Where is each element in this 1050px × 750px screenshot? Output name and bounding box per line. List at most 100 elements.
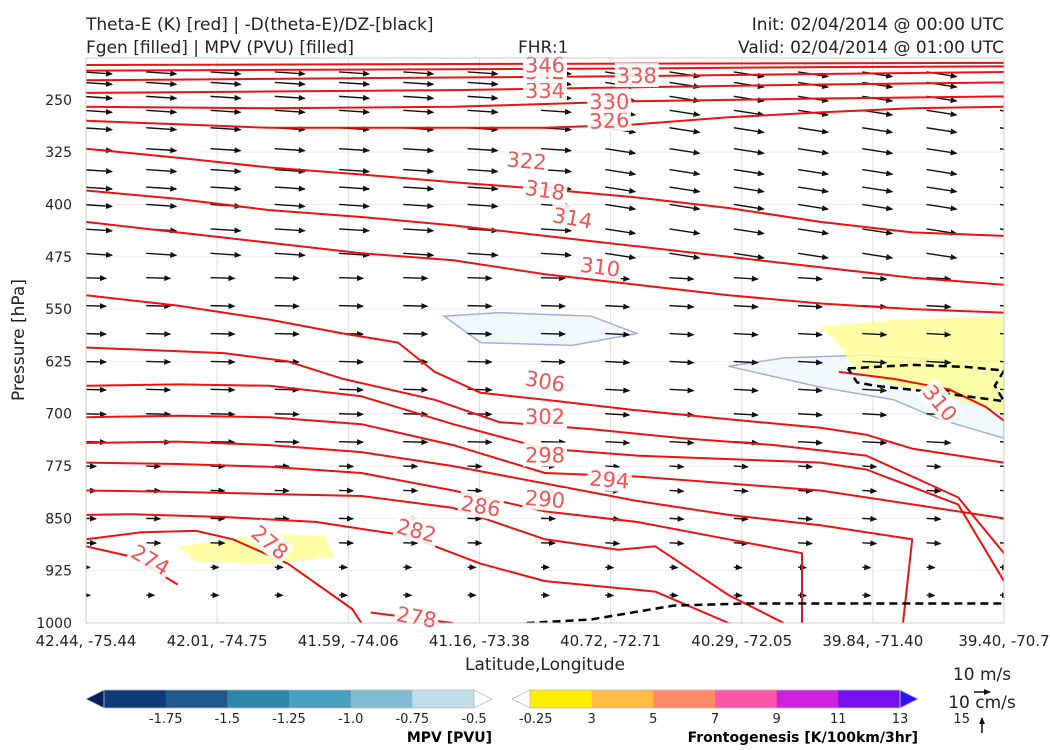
plot-frame [85, 57, 1005, 624]
contour-label-bg [576, 251, 624, 282]
wind-arrow [274, 227, 306, 234]
wind-arrow [926, 147, 958, 156]
wind-arrow [210, 126, 242, 133]
wind-arrow [733, 303, 759, 310]
contour-label-bg [125, 537, 176, 581]
wind-arrow [733, 109, 765, 118]
colorbar-swatch [715, 690, 778, 708]
contour-label-bg [521, 365, 569, 397]
stability-contour [526, 602, 1004, 623]
y-tick-label: 250 [45, 93, 72, 109]
wind-arrow [274, 251, 306, 258]
wind-arrow [733, 515, 749, 522]
wind-arrow [274, 108, 306, 115]
wind-arrow [733, 411, 759, 418]
wind-arrow [210, 108, 242, 115]
wind-arrow [403, 203, 435, 210]
contour-label-bg [917, 378, 964, 428]
wind-arrow [86, 94, 113, 101]
wind-arrow [210, 411, 236, 418]
wind-arrow [540, 303, 566, 310]
wind-arrow [605, 168, 637, 177]
wind-arrow [210, 251, 242, 258]
wind-arrow [862, 186, 894, 194]
x-tick-label: 40.29, -72.05 [691, 632, 792, 650]
colorbar-swatch [530, 690, 593, 708]
y-tick-label: 475 [45, 250, 72, 266]
theta-e-contours [86, 61, 1004, 623]
wind-arrow [86, 126, 113, 133]
contour-label: 346 [523, 52, 567, 78]
wind-arrow [926, 540, 942, 547]
wind-arrow [210, 168, 242, 175]
wind-arrow [86, 203, 113, 210]
wind-arrow [669, 540, 685, 547]
wind-arrow [669, 203, 701, 212]
wind-arrow [146, 94, 178, 101]
contour-label-bg [523, 404, 567, 429]
theta-e-contour-278 [86, 529, 363, 623]
mpv-region [441, 311, 640, 347]
y-tick-label: 625 [45, 354, 72, 370]
colorbar-tick-label: 5 [649, 712, 657, 727]
colorbar-frame [529, 689, 901, 709]
wind-arrow [467, 108, 499, 115]
wind-arrow [146, 386, 172, 393]
wind-arrow [467, 303, 493, 310]
colorbar-tick-label: -0.25 [519, 712, 553, 727]
wind-arrow [669, 186, 701, 194]
wind-arrow [338, 185, 371, 192]
theta-e-contour-294 [86, 440, 914, 623]
wind-arrow [926, 359, 952, 366]
title-line2-left: Fgen [filled] | MPV (PVU) [filled] [86, 38, 355, 58]
wind-arrow [733, 487, 749, 494]
wind-arrow [862, 168, 894, 177]
wind-arrow [862, 387, 888, 394]
colorbar-tick-label: -0.5 [461, 712, 486, 727]
wind-arrow [86, 251, 113, 258]
wind-arrow [86, 185, 113, 192]
wind-arrow [862, 439, 888, 446]
wind-arrow [669, 359, 695, 366]
wind-arrow [210, 386, 236, 393]
wind-arrow [798, 331, 824, 338]
title-line1-left: Theta-E (K) [red] | -D(theta-E)/DZ-[blac… [86, 15, 434, 35]
contour-label-text: 298 [525, 444, 565, 468]
x-tick-label: 42.01, -74.75 [167, 632, 268, 650]
contour-label-bg [587, 88, 632, 113]
wind-arrow [669, 127, 701, 135]
contour-label: 298 [523, 442, 567, 468]
wind-arrow [338, 168, 371, 175]
x-tick-label: 42.44, -75.44 [36, 632, 137, 650]
stability-contour [846, 363, 1004, 403]
contour-label: 318 [521, 174, 569, 205]
wind-arrow [926, 463, 942, 470]
contour-label-bg [586, 106, 632, 133]
wind-arrow [403, 251, 435, 258]
wind-arrow [467, 203, 499, 210]
wind-arrow [338, 108, 371, 115]
wind-arrow [926, 127, 958, 135]
colorbar-frame [103, 689, 475, 709]
wind-arrow [798, 463, 814, 470]
wind-arrow [605, 203, 637, 212]
contour-label-bg [392, 512, 442, 548]
wind-arrow [605, 186, 637, 194]
wind-arrow [403, 185, 435, 192]
wind-arrow [926, 487, 942, 494]
wind-arrow [733, 147, 765, 156]
wind-arrow [605, 411, 631, 418]
y-tick-label: 775 [45, 459, 72, 475]
vertical-reference-label: 10 cm/s [948, 693, 1016, 713]
wind-arrow [540, 108, 572, 115]
theta-e-contour-318 [86, 189, 1004, 286]
wind-arrow [669, 168, 701, 177]
wind-arrow [467, 168, 499, 175]
wind-arrow [669, 275, 695, 282]
wind-arrow [669, 228, 701, 236]
contour-label: 282 [392, 512, 442, 548]
y-tick-label: 550 [45, 302, 72, 318]
theta-e-contour-298 [86, 414, 1004, 520]
wind-arrow [146, 358, 172, 365]
theta-e-contour-310 [838, 370, 1004, 422]
